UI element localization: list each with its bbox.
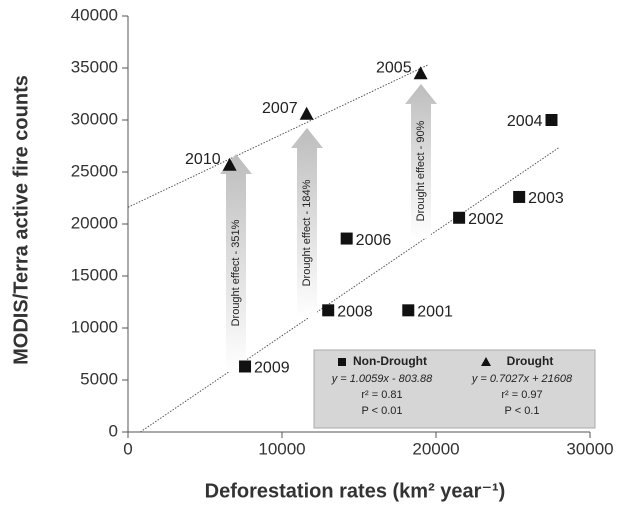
legend-marker [481,357,491,366]
point [453,211,466,224]
point-label: 2006 [356,232,392,249]
trend-line [127,64,429,208]
trend-line [140,147,560,433]
point-label: 2004 [507,113,543,130]
y-tick-label: 0 [109,421,118,440]
legend-r2: r² = 0.97 [501,389,542,401]
legend-marker [338,358,346,366]
point [299,106,314,120]
y-axis-title: MODIS/Terra active fire counts [10,75,32,365]
legend-r2: r² = 0.81 [361,389,402,401]
point [222,157,237,171]
y-tick-label: 10000 [71,317,118,336]
annotation-text: Drought effect - 90% [415,120,427,221]
point-label: 2008 [337,304,373,321]
point [513,190,526,203]
point-label: 2002 [468,211,504,228]
y-tick-label: 35000 [71,57,118,76]
annotation-text: Drought effect - 351% [230,219,242,326]
annotation-text: Drought effect - 184% [301,179,313,286]
point [340,232,353,245]
point [402,304,415,317]
legend-p: P < 0.1 [505,405,540,417]
point-label: 2001 [417,304,453,321]
x-tick-label: 20000 [412,439,459,458]
point-label: 2009 [254,360,290,377]
point [239,360,252,373]
y-tick-label: 40000 [71,5,118,24]
legend-name: Non-Drought [353,354,427,368]
point-label: 2003 [528,190,564,207]
annotation-arrow [405,84,437,238]
legend-p: P < 0.01 [361,405,402,417]
annotation-arrow [291,128,323,318]
x-axis-title: Deforestation rates (km² year⁻¹) [205,480,506,502]
legend-name: Drought [507,354,554,368]
y-tick-label: 5000 [80,369,118,388]
annotation-arrow [220,154,252,372]
x-tick-label: 10000 [258,439,305,458]
legend-equation: y = 0.7027x + 21608 [471,373,573,385]
y-tick-label: 20000 [71,213,118,232]
y-tick-label: 25000 [71,161,118,180]
point-label: 2010 [185,151,221,168]
point-label: 2005 [376,59,412,76]
legend-box [313,349,596,429]
point [322,304,335,317]
point [545,114,558,126]
legend-equation: y = 1.0059x - 803.88 [331,373,433,385]
x-tick-label: 30000 [566,439,613,458]
y-tick-label: 15000 [71,265,118,284]
point [413,66,428,80]
point-label: 2007 [262,100,298,117]
y-tick-label: 30000 [71,109,118,128]
x-tick-label: 0 [123,439,132,458]
